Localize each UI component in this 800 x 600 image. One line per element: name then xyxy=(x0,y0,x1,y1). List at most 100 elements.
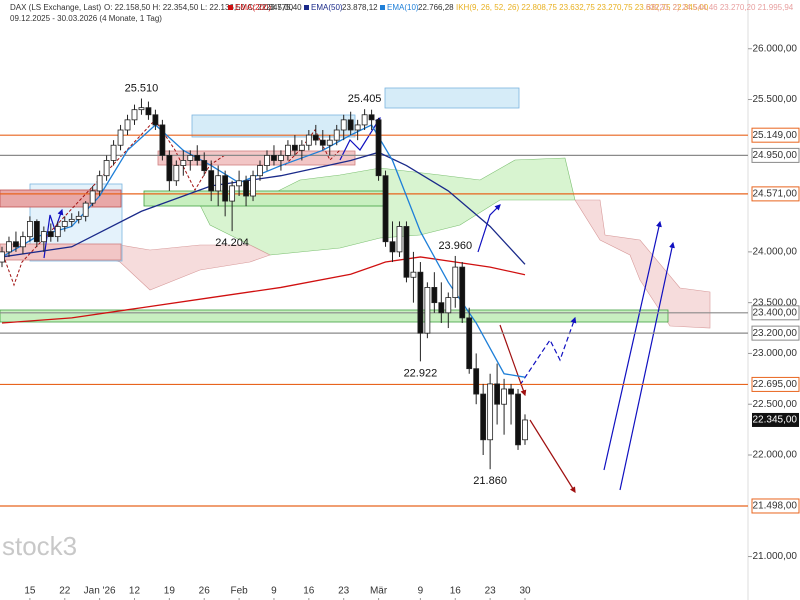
drawings xyxy=(0,87,711,494)
y-tick-label: 22.500,00 xyxy=(753,399,798,410)
candle-body xyxy=(368,114,375,121)
x-tick-label: 23 xyxy=(485,586,497,597)
candle-body xyxy=(243,180,249,197)
candle-body xyxy=(473,368,480,395)
zone-green xyxy=(143,190,385,207)
candle-body xyxy=(6,241,12,253)
candle-body xyxy=(96,175,103,192)
candle-body xyxy=(271,154,277,161)
level-label: 24.571,00 xyxy=(753,189,798,200)
level-box xyxy=(751,305,800,321)
candle-body xyxy=(33,221,40,243)
candle-body xyxy=(124,119,131,131)
candle-body xyxy=(361,114,368,126)
level-label: 25.149,00 xyxy=(753,130,798,141)
level-box xyxy=(751,498,800,514)
legend-name: EMA(10) xyxy=(387,3,419,12)
last-price-box xyxy=(752,412,799,427)
candle-body xyxy=(89,190,96,204)
arrow xyxy=(529,419,576,494)
candle-body xyxy=(68,218,75,222)
level-label: 23.200,00 xyxy=(753,328,798,339)
candle-body xyxy=(20,236,26,248)
x-tick-label: 23 xyxy=(338,586,350,597)
candle-body xyxy=(131,109,138,121)
candle-body xyxy=(152,114,159,126)
arrow xyxy=(499,324,527,397)
zone-blue xyxy=(191,114,356,138)
candle-body xyxy=(424,287,431,334)
zone-red xyxy=(157,150,356,166)
legend-value: 22.766,28 xyxy=(418,3,454,12)
level-box xyxy=(751,376,800,392)
candle-body xyxy=(285,144,291,156)
x-tick-label: Mär xyxy=(370,586,388,597)
ema-line xyxy=(1,151,526,265)
candle-body xyxy=(445,297,452,314)
cloud-red xyxy=(574,199,711,329)
candle-body xyxy=(40,231,47,243)
level-box xyxy=(751,127,800,143)
arrow xyxy=(284,129,341,166)
candle-body xyxy=(75,215,82,220)
candle-body xyxy=(54,226,61,238)
candle-body xyxy=(0,251,5,263)
x-tick-label: Feb xyxy=(230,586,248,597)
indicator-legend: BB(20, 2) 24.544,46 23.270,20 21.995,94 xyxy=(646,3,794,12)
candle-body xyxy=(431,287,438,304)
annotation: 25.405 xyxy=(348,93,382,105)
candle-body xyxy=(47,231,54,238)
candle-body xyxy=(347,119,354,131)
candle-body xyxy=(250,175,256,197)
candle-body xyxy=(459,266,466,319)
x-tick-label: 26 xyxy=(199,586,211,597)
candle-body xyxy=(396,226,403,253)
y-tick-label: 21.000,00 xyxy=(753,551,798,562)
last-price-label: 22.345,00 xyxy=(753,415,798,426)
candle-body xyxy=(103,160,110,177)
arrow xyxy=(339,116,381,161)
annotation: 23.960 xyxy=(438,240,472,252)
y-tick-label: 23.500,00 xyxy=(753,297,798,308)
candle-body xyxy=(278,154,284,161)
annotation: 21.860 xyxy=(473,475,507,487)
legend-name: EMA(50) xyxy=(311,3,343,12)
x-tick-label: 9 xyxy=(271,586,277,597)
candle-body xyxy=(417,271,424,334)
candle-body xyxy=(110,144,117,161)
candle-body xyxy=(145,107,152,116)
level-box xyxy=(751,325,800,341)
candle-body xyxy=(319,139,326,146)
candle-body xyxy=(494,383,501,405)
legend-swatch xyxy=(380,5,385,10)
arrow xyxy=(519,316,577,386)
candle-body xyxy=(159,124,166,156)
y-tick-label: 25.500,00 xyxy=(753,94,798,105)
candle-body xyxy=(187,154,194,161)
ohlc-text: O: 22.158,50 H: 22.354,50 L: 22.136,50 C… xyxy=(104,3,294,12)
candle-body xyxy=(305,134,312,146)
legend-swatch xyxy=(228,5,233,10)
candle-body xyxy=(264,154,270,166)
candle-body xyxy=(222,175,229,202)
candle-body xyxy=(215,175,222,192)
annotation: 24.204 xyxy=(215,237,249,249)
zone-red xyxy=(0,189,122,208)
candle-body xyxy=(166,154,173,182)
annotation: 22.922 xyxy=(404,367,438,379)
level-box xyxy=(751,186,800,202)
candle-body xyxy=(382,175,389,243)
candle-body xyxy=(291,144,298,151)
candle-body xyxy=(117,129,124,146)
level-label: 24.950,00 xyxy=(753,150,798,161)
arrow xyxy=(4,119,226,287)
x-tick-label: 16 xyxy=(303,586,315,597)
level-label: 22.695,00 xyxy=(753,379,798,390)
arrow xyxy=(619,241,675,491)
legend-value: 23.878,12 xyxy=(342,3,378,12)
arrow xyxy=(603,220,662,471)
legend-name: EMA(200) xyxy=(235,3,271,12)
candle-body xyxy=(61,221,68,227)
candle-body xyxy=(138,107,145,111)
candle-body xyxy=(333,129,340,141)
